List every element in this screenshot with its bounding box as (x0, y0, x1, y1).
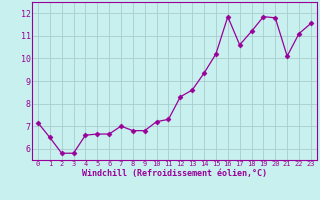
X-axis label: Windchill (Refroidissement éolien,°C): Windchill (Refroidissement éolien,°C) (82, 169, 267, 178)
